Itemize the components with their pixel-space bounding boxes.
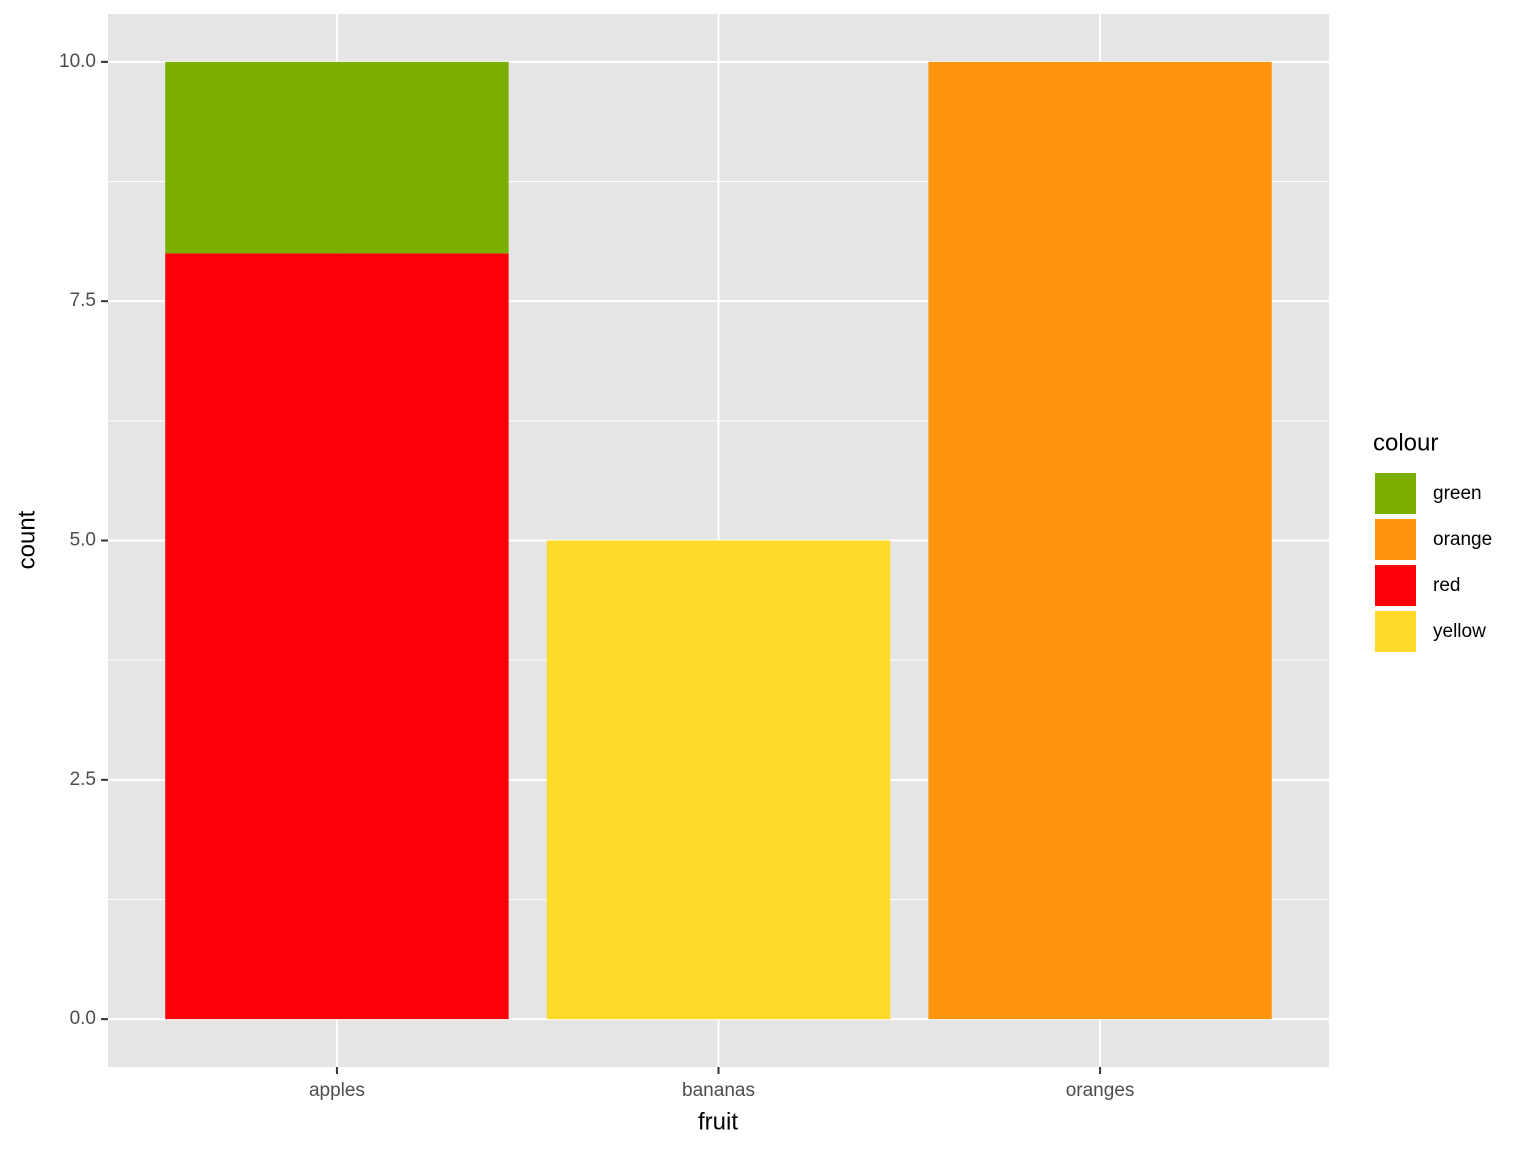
bar-segment: [546, 540, 891, 1020]
y-tick-label: 0.0: [70, 1008, 96, 1029]
legend-title: colour: [1373, 429, 1438, 456]
y-tick-label: 7.5: [70, 290, 96, 311]
bar-segment: [165, 253, 509, 1020]
y-tick-label: 10.0: [59, 51, 96, 72]
bar-segment: [928, 61, 1272, 1020]
legend-key: [1373, 609, 1418, 654]
x-tick-label: apples: [309, 1080, 365, 1101]
legend-label: green: [1433, 483, 1482, 504]
x-tick-label: bananas: [682, 1080, 755, 1101]
legend-label: red: [1433, 575, 1460, 596]
x-axis-title: fruit: [698, 1108, 738, 1135]
y-axis-title: count: [13, 510, 40, 569]
legend-key: [1373, 517, 1418, 562]
legend-label: orange: [1433, 529, 1492, 550]
bar-segment: [165, 61, 509, 254]
legend-label: yellow: [1433, 621, 1486, 642]
y-tick-label: 2.5: [70, 769, 96, 790]
legend-key: [1373, 563, 1418, 608]
legend-key: [1373, 471, 1418, 516]
x-tick-label: oranges: [1066, 1080, 1135, 1101]
y-tick-label: 5.0: [70, 530, 96, 551]
